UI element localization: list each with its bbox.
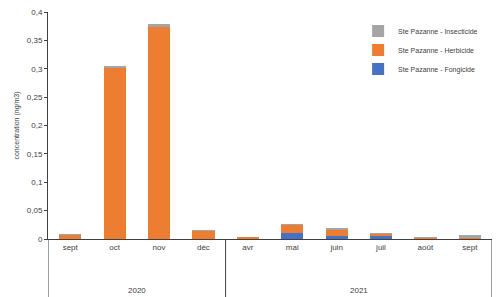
svg-text:0,3: 0,3: [31, 65, 43, 74]
svg-text:sept: sept: [462, 243, 478, 252]
svg-text:déc: déc: [197, 243, 210, 252]
svg-text:0,1: 0,1: [31, 178, 43, 187]
svg-text:0,15: 0,15: [27, 150, 43, 159]
svg-text:sept: sept: [63, 243, 79, 252]
svg-text:2021: 2021: [350, 286, 368, 295]
svg-text:0,25: 0,25: [27, 93, 43, 102]
svg-text:0,4: 0,4: [31, 8, 43, 17]
svg-text:nov: nov: [153, 243, 166, 252]
svg-text:août: août: [418, 243, 434, 252]
svg-text:mai: mai: [286, 243, 299, 252]
svg-text:avr: avr: [242, 243, 253, 252]
svg-text:juin: juin: [329, 243, 342, 252]
svg-text:oct: oct: [109, 243, 120, 252]
svg-text:Ste Pazanne - Herbicide: Ste Pazanne - Herbicide: [398, 47, 474, 54]
svg-text:Ste Pazanne - Fongicide: Ste Pazanne - Fongicide: [398, 66, 475, 74]
svg-text:juil: juil: [375, 243, 386, 252]
svg-text:0,35: 0,35: [27, 36, 43, 45]
svg-text:2020: 2020: [128, 286, 146, 295]
svg-text:Ste Pazanne - Insecticide: Ste Pazanne - Insecticide: [398, 28, 477, 35]
svg-text:concentration (ng/m3): concentration (ng/m3): [13, 91, 21, 159]
svg-text:0: 0: [38, 235, 43, 244]
svg-text:0,05: 0,05: [27, 206, 43, 215]
svg-text:0,2: 0,2: [31, 121, 43, 130]
